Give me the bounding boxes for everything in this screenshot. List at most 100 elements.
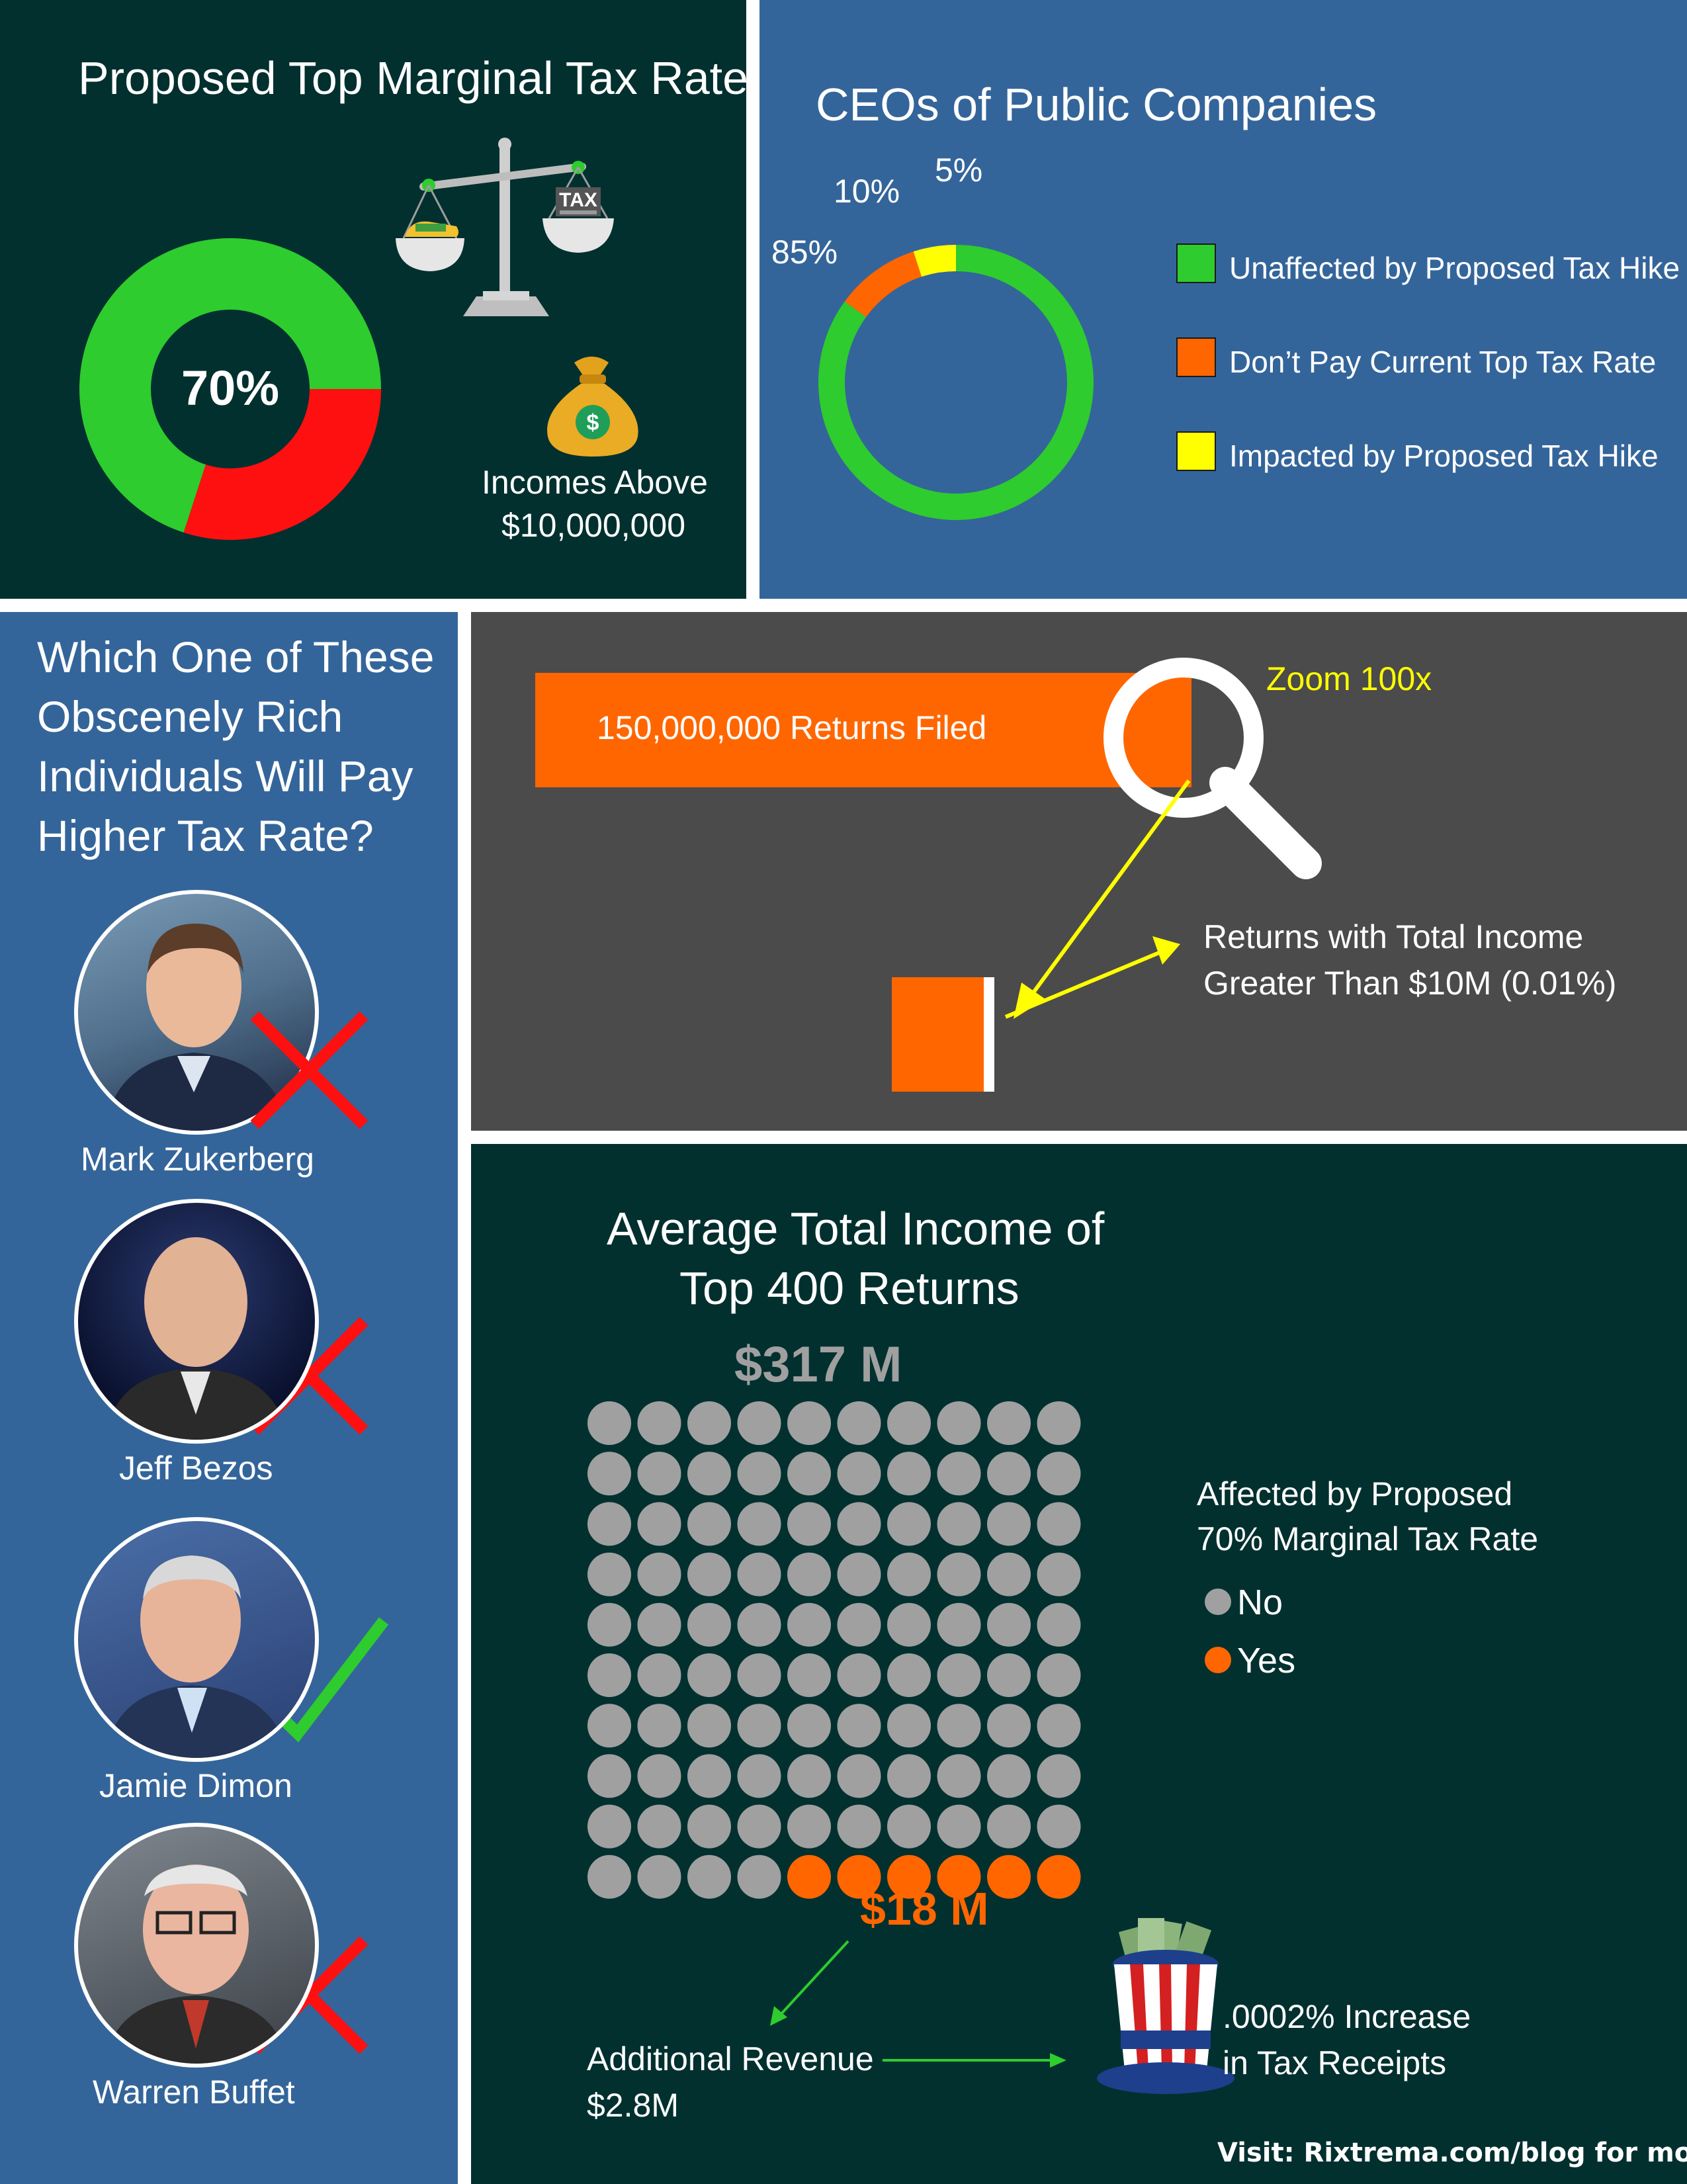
dot-affected <box>1037 1855 1081 1899</box>
revenue-label-line2: $2.8M <box>587 2087 679 2124</box>
dot-unaffected <box>937 1502 981 1546</box>
dot-unaffected <box>587 1804 631 1849</box>
dot-unaffected <box>637 1754 681 1798</box>
legend-swatch-dont-pay <box>1176 337 1216 377</box>
dot-unaffected <box>787 1804 831 1849</box>
legend-label-impacted: Impacted by Proposed Tax Hike <box>1229 439 1659 473</box>
dot-unaffected <box>787 1552 831 1596</box>
label-arrow <box>1004 936 1180 1019</box>
dot-unaffected <box>637 1401 681 1445</box>
legend-swatch-impacted <box>1176 431 1216 471</box>
legend-title-line2: 70% Marginal Tax Rate <box>1197 1520 1539 1557</box>
dot-unaffected <box>887 1401 931 1445</box>
dot-unaffected <box>837 1552 881 1596</box>
income-label-line1: Incomes Above <box>482 464 708 501</box>
dot-unaffected <box>937 1754 981 1798</box>
dot-unaffected <box>1037 1602 1081 1647</box>
dot-unaffected <box>887 1804 931 1849</box>
dot-unaffected <box>637 1502 681 1546</box>
dot-unaffected <box>737 1653 781 1697</box>
income-label-line2: $10,000,000 <box>501 507 686 544</box>
tax-panel-title: Proposed Top Marginal Tax Rate <box>78 52 746 104</box>
dot-unaffected <box>937 1653 981 1697</box>
dot-unaffected <box>587 1502 631 1546</box>
legend-swatch-unaffected <box>1176 243 1216 283</box>
dot-unaffected <box>737 1401 781 1445</box>
legend-label-yes: Yes <box>1237 1641 1296 1681</box>
legend-label-dont-pay: Don’t Pay Current Top Tax Rate <box>1229 345 1657 379</box>
ceo-donut <box>818 245 1094 521</box>
donut-slice-green <box>79 238 381 533</box>
dot-grid-chart <box>587 1401 1234 2094</box>
returns-filed-bar <box>535 673 1191 787</box>
dot-unaffected <box>587 1552 631 1596</box>
top-400-panel: Average Total Income of Top 400 Returns … <box>471 1144 1687 2184</box>
rich-title-line: Obscenely Rich <box>37 692 343 741</box>
person-name-jamie-dimon: Jamie Dimon <box>99 1767 292 1804</box>
legend-dot-yes <box>1205 1647 1231 1673</box>
dot-unaffected <box>887 1552 931 1596</box>
dot-unaffected <box>737 1855 781 1899</box>
dot-unaffected <box>637 1602 681 1647</box>
rich-panel-title: Which One of These Obscenely Rich Indivi… <box>37 627 434 865</box>
dot-unaffected <box>687 1653 731 1697</box>
dot-unaffected <box>987 1704 1031 1748</box>
dot-unaffected <box>587 1754 631 1798</box>
dot-unaffected <box>987 1653 1031 1697</box>
dot-unaffected <box>887 1653 931 1697</box>
legend-label-unaffected: Unaffected by Proposed Tax Hike <box>1229 251 1680 285</box>
dot-affected <box>837 1855 881 1899</box>
returns-panel: 150,000,000 Returns Filed Zoom 100x Retu… <box>471 612 1687 1131</box>
legend-label-no: No <box>1237 1583 1283 1622</box>
dot-affected <box>937 1855 981 1899</box>
dot-unaffected <box>837 1452 881 1496</box>
returns-graphics <box>892 658 1322 1092</box>
dot-unaffected <box>687 1602 731 1647</box>
high-income-label-line2: Greater Than $10M (0.01%) <box>1203 965 1617 1002</box>
dot-affected <box>887 1855 931 1899</box>
dot-unaffected <box>687 1855 731 1899</box>
dot-unaffected <box>837 1502 881 1546</box>
dot-unaffected <box>637 1704 681 1748</box>
dot-unaffected <box>587 1602 631 1647</box>
zoom-label: Zoom 100x <box>1266 660 1432 697</box>
donut-slice-dont-pay <box>844 251 922 318</box>
dot-unaffected <box>637 1552 681 1596</box>
dot-unaffected <box>887 1754 931 1798</box>
donut-slice-red <box>183 389 381 540</box>
dot-unaffected <box>1037 1704 1081 1748</box>
dot-unaffected <box>737 1552 781 1596</box>
footer-link[interactable]: Visit: Rixtrema.com/blog for more <box>1217 2138 1687 2168</box>
donut-slice-impacted <box>913 245 956 277</box>
dot-unaffected <box>687 1552 731 1596</box>
dot-unaffected <box>787 1754 831 1798</box>
dot-unaffected <box>937 1401 981 1445</box>
top400-title-line1: Average Total Income of <box>607 1203 1105 1254</box>
dot-unaffected <box>737 1754 781 1798</box>
legend-title-line1: Affected by Proposed <box>1197 1475 1513 1512</box>
dot-unaffected <box>637 1452 681 1496</box>
dot-unaffected <box>937 1552 981 1596</box>
scale-icon <box>396 138 614 316</box>
dot-unaffected <box>787 1653 831 1697</box>
dot-unaffected <box>587 1653 631 1697</box>
dot-unaffected <box>1037 1754 1081 1798</box>
dot-unaffected <box>837 1704 881 1748</box>
tax-sign-label: TAX <box>559 189 597 211</box>
avatar-jeff-bezos <box>74 1199 319 1444</box>
dot-unaffected <box>987 1754 1031 1798</box>
rich-title-line: Higher Tax Rate? <box>37 811 374 860</box>
zoom-arrow <box>1014 779 1191 1019</box>
tax-rate-panel: Proposed Top Marginal Tax Rate 70% TAX <box>0 0 746 599</box>
ceo-donut-chart <box>818 245 1094 521</box>
dot-unaffected <box>837 1653 881 1697</box>
dot-unaffected <box>637 1855 681 1899</box>
dot-unaffected <box>687 1704 731 1748</box>
dot-affected <box>787 1855 831 1899</box>
bottom-value-label: $18 M <box>860 1883 989 1935</box>
top-value-label: $317 M <box>734 1336 902 1393</box>
dot-unaffected <box>837 1401 881 1445</box>
ceo-panel: CEOs of Public Companies 85% 10% 5% Unaf… <box>759 0 1687 599</box>
dot-affected <box>987 1855 1031 1899</box>
increase-arrow <box>883 2053 1066 2068</box>
